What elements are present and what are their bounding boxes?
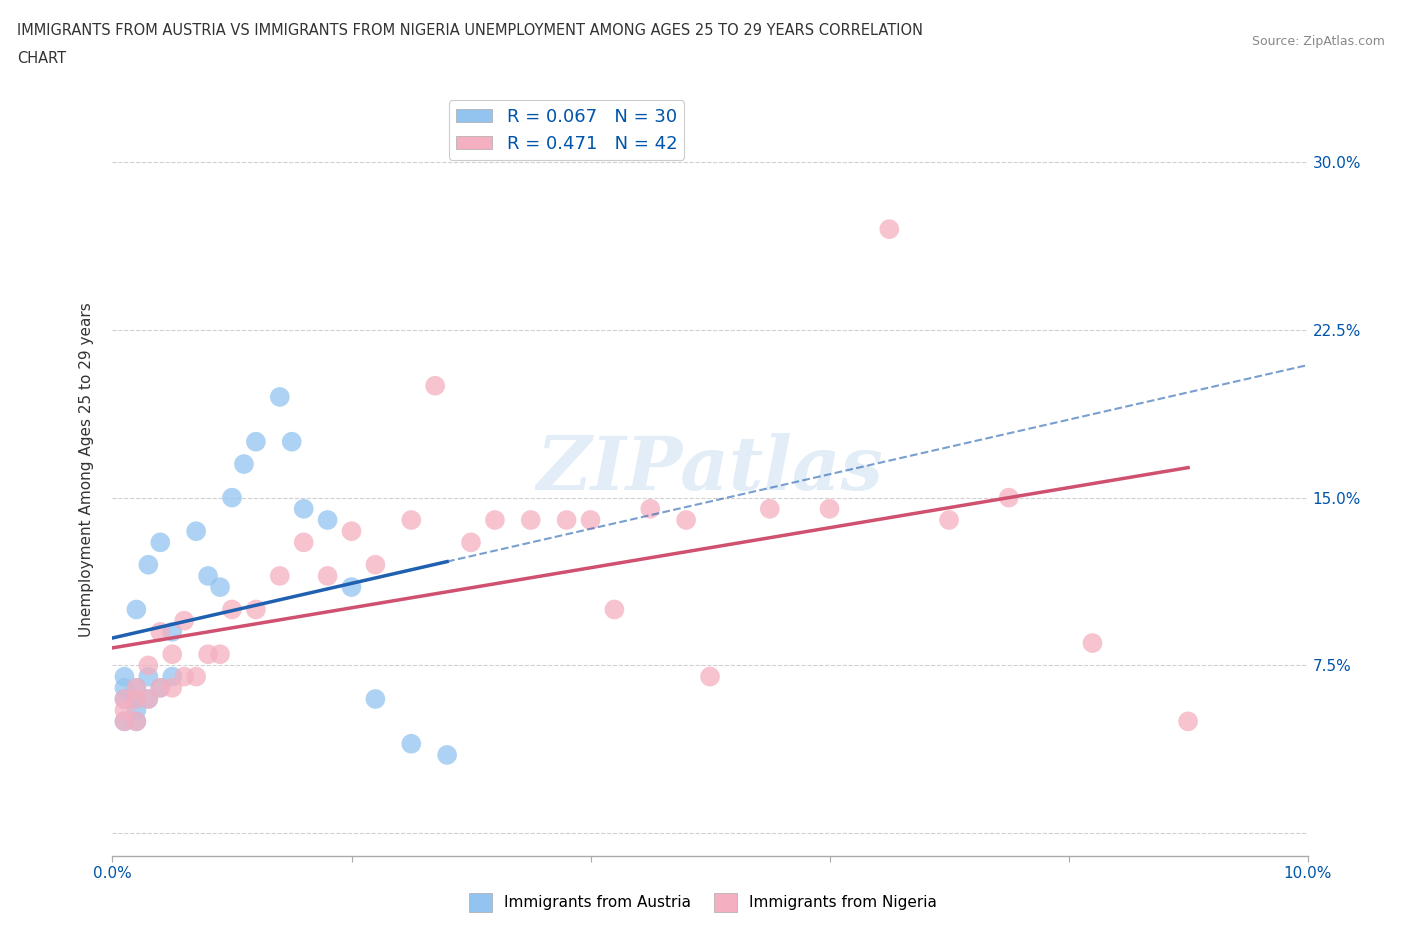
Point — [186, 524, 208, 538]
Point — [484, 512, 506, 527]
Point — [125, 703, 148, 718]
Point — [340, 579, 363, 594]
Point — [401, 512, 423, 527]
Point — [555, 512, 578, 527]
Point — [197, 646, 219, 661]
Point — [138, 670, 160, 684]
Point — [209, 646, 232, 661]
Y-axis label: Unemployment Among Ages 25 to 29 years: Unemployment Among Ages 25 to 29 years — [79, 302, 94, 637]
Point — [149, 535, 172, 550]
Point — [125, 681, 148, 696]
Point — [579, 512, 602, 527]
Point — [1081, 635, 1104, 650]
Point — [149, 681, 172, 696]
Point — [233, 457, 256, 472]
Point — [114, 703, 135, 718]
Point — [401, 737, 423, 751]
Point — [149, 624, 172, 639]
Point — [114, 692, 135, 707]
Point — [125, 681, 148, 696]
Point — [759, 501, 782, 516]
Point — [221, 490, 243, 505]
Point — [520, 512, 543, 527]
Text: IMMIGRANTS FROM AUSTRIA VS IMMIGRANTS FROM NIGERIA UNEMPLOYMENT AMONG AGES 25 TO: IMMIGRANTS FROM AUSTRIA VS IMMIGRANTS FR… — [17, 23, 922, 38]
Point — [603, 602, 626, 617]
Point — [114, 670, 135, 684]
Point — [699, 670, 721, 684]
Point — [316, 512, 339, 527]
Text: ZIPatlas: ZIPatlas — [537, 433, 883, 506]
Point — [640, 501, 662, 516]
Point — [138, 692, 160, 707]
Point — [436, 748, 458, 763]
Point — [998, 490, 1021, 505]
Point — [340, 524, 363, 538]
Point — [197, 568, 219, 583]
Point — [162, 646, 183, 661]
Point — [209, 579, 232, 594]
Point — [138, 658, 160, 673]
Point — [162, 670, 183, 684]
Point — [125, 602, 148, 617]
Point — [938, 512, 960, 527]
Point — [114, 714, 135, 729]
Point — [281, 434, 304, 449]
Point — [162, 681, 183, 696]
Point — [316, 568, 339, 583]
Legend: R = 0.067   N = 30, R = 0.471   N = 42: R = 0.067 N = 30, R = 0.471 N = 42 — [449, 100, 685, 160]
Point — [173, 613, 195, 628]
Point — [114, 714, 135, 729]
Point — [269, 568, 291, 583]
Point — [221, 602, 243, 617]
Point — [114, 681, 135, 696]
Text: CHART: CHART — [17, 51, 66, 66]
Point — [162, 624, 183, 639]
Point — [125, 692, 148, 707]
Point — [675, 512, 697, 527]
Point — [114, 692, 135, 707]
Point — [245, 434, 267, 449]
Point — [245, 602, 267, 617]
Point — [364, 557, 387, 572]
Legend: Immigrants from Austria, Immigrants from Nigeria: Immigrants from Austria, Immigrants from… — [463, 887, 943, 918]
Point — [460, 535, 482, 550]
Point — [364, 692, 387, 707]
Point — [292, 501, 315, 516]
Point — [125, 714, 148, 729]
Point — [125, 714, 148, 729]
Point — [138, 557, 160, 572]
Point — [269, 390, 291, 405]
Point — [138, 692, 160, 707]
Point — [818, 501, 841, 516]
Point — [879, 221, 901, 236]
Point — [292, 535, 315, 550]
Point — [149, 681, 172, 696]
Point — [186, 670, 208, 684]
Point — [425, 379, 447, 393]
Text: Source: ZipAtlas.com: Source: ZipAtlas.com — [1251, 35, 1385, 48]
Point — [173, 670, 195, 684]
Point — [1177, 714, 1199, 729]
Point — [125, 692, 148, 707]
